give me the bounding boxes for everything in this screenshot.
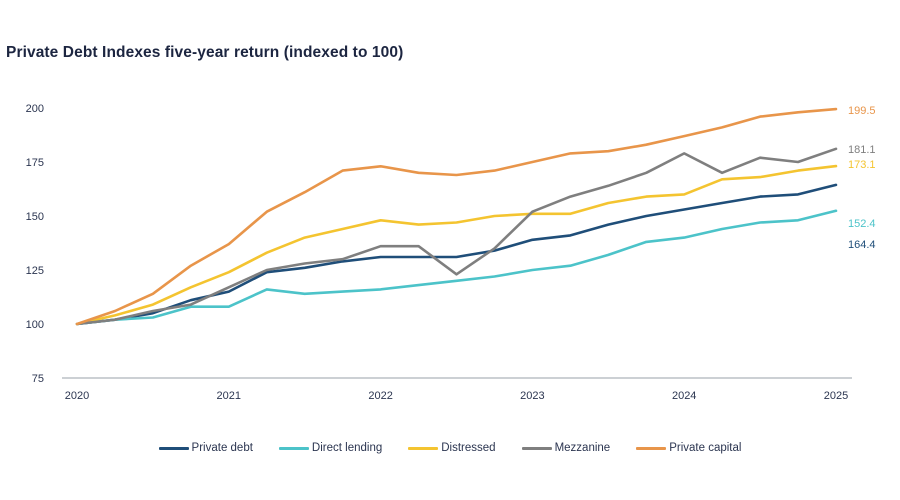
series-line-mezzanine [75,147,838,326]
legend-label: Distressed [441,442,496,454]
y-tick-label: 150 [26,211,44,223]
legend-item: Private debt [158,442,253,454]
y-tick-label: 125 [26,265,44,277]
x-tick-label: 2021 [217,390,241,402]
x-axis: 2020 2021 2022 2023 2024 2025 [62,377,852,402]
y-axis: 75 100 125 150 175 200 [26,103,44,385]
legend-item: Distressed [408,442,496,454]
legend-swatch [278,446,309,450]
end-label-private-capital: 199.5 [848,105,876,117]
series-line-private-debt [75,183,838,326]
end-label-direct-lending: 152.4 [848,218,876,230]
series-lines [75,107,838,326]
legend-swatch [636,446,667,450]
legend-label: Private capital [669,442,742,454]
end-labels: 164.4 152.4 173.1 181.1 199.5 [848,105,876,251]
y-tick-label: 75 [32,373,44,385]
y-tick-label: 200 [26,103,44,115]
chart-title: Private Debt Indexes five-year return (i… [6,44,404,61]
x-tick-label: 2024 [672,390,696,402]
series-line-direct-lending [75,209,838,326]
y-tick-label: 175 [26,157,44,169]
series-line-private-capital [75,107,838,326]
legend-swatch [408,446,439,450]
legend-swatch [521,446,552,450]
x-tick-label: 2020 [65,390,89,402]
end-label-distressed: 173.1 [848,159,876,171]
y-tick-label: 100 [26,319,44,331]
end-label-private-debt: 164.4 [848,239,876,251]
legend-label: Private debt [191,442,253,454]
legend-item: Mezzanine [521,442,611,454]
end-label-mezzanine: 181.1 [848,144,876,156]
legend: Private debt Direct lending Distressed Mezz… [0,442,900,454]
x-tick-label: 2023 [520,390,544,402]
legend-label: Mezzanine [554,442,611,454]
legend-item: Private capital [636,442,741,454]
x-tick-label: 2025 [824,390,848,402]
series-line-distressed [75,164,838,326]
legend-swatch [158,446,189,450]
x-tick-label: 2022 [368,390,392,402]
legend-label: Direct lending [311,442,383,454]
legend-item: Direct lending [278,442,383,454]
